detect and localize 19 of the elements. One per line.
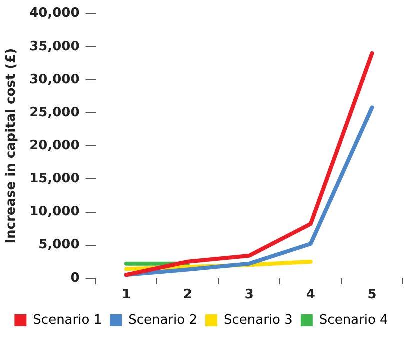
x-tick-label: 2 xyxy=(183,288,192,303)
y-tick-label: 5,000 xyxy=(38,238,80,253)
y-tick-label: 25,000 xyxy=(30,105,80,120)
y-tick-label: 15,000 xyxy=(30,172,80,187)
y-tick-label: 20,000 xyxy=(30,138,80,154)
legend-label: Scenario 1 xyxy=(33,312,102,328)
x-tick-label: 3 xyxy=(244,288,254,303)
x-tick-label: 4 xyxy=(306,288,316,303)
y-tick-label: 35,000 xyxy=(30,39,80,54)
x-tick-label: 5 xyxy=(368,288,377,303)
y-tick-label: 0 xyxy=(70,270,80,286)
y-tick-label: 30,000 xyxy=(30,72,80,88)
y-tick-label: 40,000 xyxy=(30,6,80,22)
legend-label: Scenario 3 xyxy=(224,312,293,328)
legend-label: Scenario 2 xyxy=(128,312,198,328)
y-axis-title: Increase in capital cost (£) xyxy=(4,48,20,244)
legend-label: Scenario 4 xyxy=(319,312,388,328)
x-tick-label: 1 xyxy=(122,288,132,303)
y-tick-label: 10,000 xyxy=(30,204,80,220)
